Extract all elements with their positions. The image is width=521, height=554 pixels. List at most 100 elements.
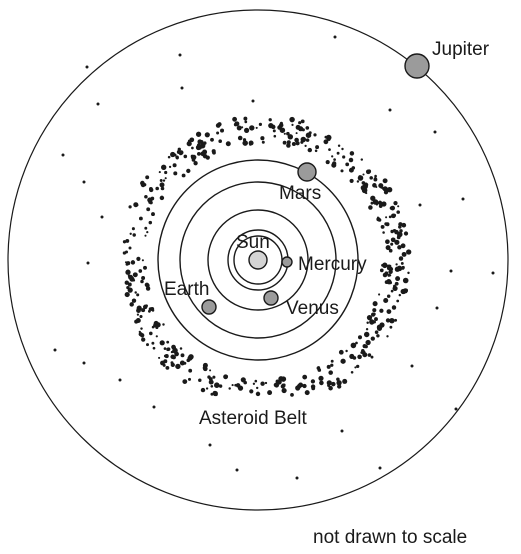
asteroid-dot: [216, 132, 219, 135]
background-dot: [86, 66, 89, 69]
asteroid-dot: [291, 124, 293, 126]
background-dot: [450, 270, 453, 273]
asteroid-dot: [305, 126, 309, 130]
scale-note: not drawn to scale: [313, 527, 467, 548]
asteroid-dot: [191, 147, 194, 150]
asteroid-dot: [366, 321, 368, 323]
asteroid-dot: [160, 182, 165, 187]
background-dot: [411, 365, 414, 368]
asteroid-dot: [256, 387, 258, 389]
asteroid-dot: [378, 218, 382, 222]
asteroid-dot: [155, 187, 159, 191]
asteroid-dot: [145, 175, 149, 179]
asteroid-dot: [174, 352, 179, 357]
asteroid-dot: [165, 354, 169, 358]
asteroid-dot: [362, 352, 367, 357]
asteroid-dot: [293, 143, 295, 145]
asteroid-dot: [197, 143, 200, 146]
asteroid-dot: [175, 364, 180, 369]
asteroid-dot: [395, 276, 400, 281]
asteroid-dot: [133, 272, 138, 277]
asteroid-dot: [371, 356, 374, 359]
asteroid-dot: [146, 283, 150, 287]
asteroid-dot: [397, 205, 399, 207]
asteroid-dot: [357, 355, 362, 360]
asteroid-dot: [337, 152, 340, 155]
asteroid-dot: [209, 369, 211, 371]
asteroid-dot: [376, 334, 379, 337]
asteroid-dot: [284, 133, 286, 135]
background-dot: [62, 154, 65, 157]
asteroid-dot: [342, 155, 345, 158]
background-dot: [252, 100, 255, 103]
asteroid-dot: [397, 266, 403, 272]
asteroid-dot: [363, 344, 367, 348]
asteroid-dot: [173, 163, 177, 167]
asteroid-dot: [357, 180, 359, 182]
asteroid-dot: [393, 229, 396, 232]
asteroid-dot: [163, 179, 165, 181]
asteroid-dot: [176, 156, 179, 159]
background-dot: [174, 154, 177, 157]
asteroid-dot: [383, 273, 388, 278]
asteroid-dot: [395, 263, 397, 265]
asteroid-dot: [296, 125, 301, 130]
asteroid-dot: [318, 376, 323, 381]
asteroid-dot: [298, 121, 301, 124]
asteroid-dot: [153, 323, 157, 327]
asteroid-dot: [397, 232, 403, 238]
asteroid-dot: [306, 138, 310, 142]
asteroid-dot: [349, 158, 354, 163]
asteroid-dot: [186, 169, 190, 173]
asteroid-dot: [182, 174, 186, 178]
asteroid-dot: [349, 354, 354, 359]
asteroid-dot: [328, 148, 331, 151]
asteroid-dot: [381, 225, 385, 229]
asteroid-dot: [318, 366, 320, 368]
asteroid-dot: [165, 366, 169, 370]
asteroid-dot: [399, 256, 403, 260]
asteroid-dot: [371, 313, 375, 317]
asteroid-dot: [129, 302, 133, 306]
asteroid-dot: [182, 379, 187, 384]
asteroid-dot: [393, 214, 396, 217]
asteroid-dot: [368, 353, 372, 357]
asteroid-dot: [391, 290, 394, 293]
asteroid-dot: [256, 392, 260, 396]
asteroid-dot: [358, 175, 361, 178]
asteroid-dot: [311, 379, 315, 383]
asteroid-dot: [256, 127, 258, 129]
background-dot: [434, 131, 437, 134]
asteroid-dot: [198, 379, 202, 383]
mars-planet: [298, 163, 316, 181]
sun-label: Sun: [236, 232, 270, 253]
asteroid-dot: [232, 117, 237, 122]
asteroid-dot: [151, 197, 155, 201]
asteroid-dot: [356, 365, 359, 368]
asteroid-dot: [141, 308, 145, 312]
asteroid-dot: [156, 335, 158, 337]
asteroid-dot: [379, 322, 384, 327]
asteroid-dot: [399, 294, 401, 296]
asteroid-dot: [249, 389, 253, 393]
background-dot: [389, 109, 392, 112]
asteroid-dot: [367, 341, 370, 344]
asteroid-dot: [362, 181, 366, 185]
asteroid-dot: [402, 266, 405, 269]
asteroid-dot: [188, 356, 193, 361]
asteroid-dot: [333, 158, 336, 161]
asteroid-dot: [327, 365, 331, 369]
asteroid-dot: [406, 249, 411, 254]
asteroid-dot: [372, 183, 377, 188]
asteroid-dot: [385, 239, 390, 244]
asteroid-dot: [273, 129, 276, 132]
asteroid-dot: [286, 143, 291, 148]
asteroid-dot: [327, 136, 330, 139]
asteroid-dot: [228, 387, 230, 389]
asteroid-dot: [362, 173, 364, 175]
asteroid-dot: [139, 332, 143, 336]
asteroid-dot: [134, 291, 136, 293]
asteroid-dot: [165, 177, 167, 179]
asteroid-dot: [295, 385, 300, 390]
background-dot: [83, 181, 86, 184]
